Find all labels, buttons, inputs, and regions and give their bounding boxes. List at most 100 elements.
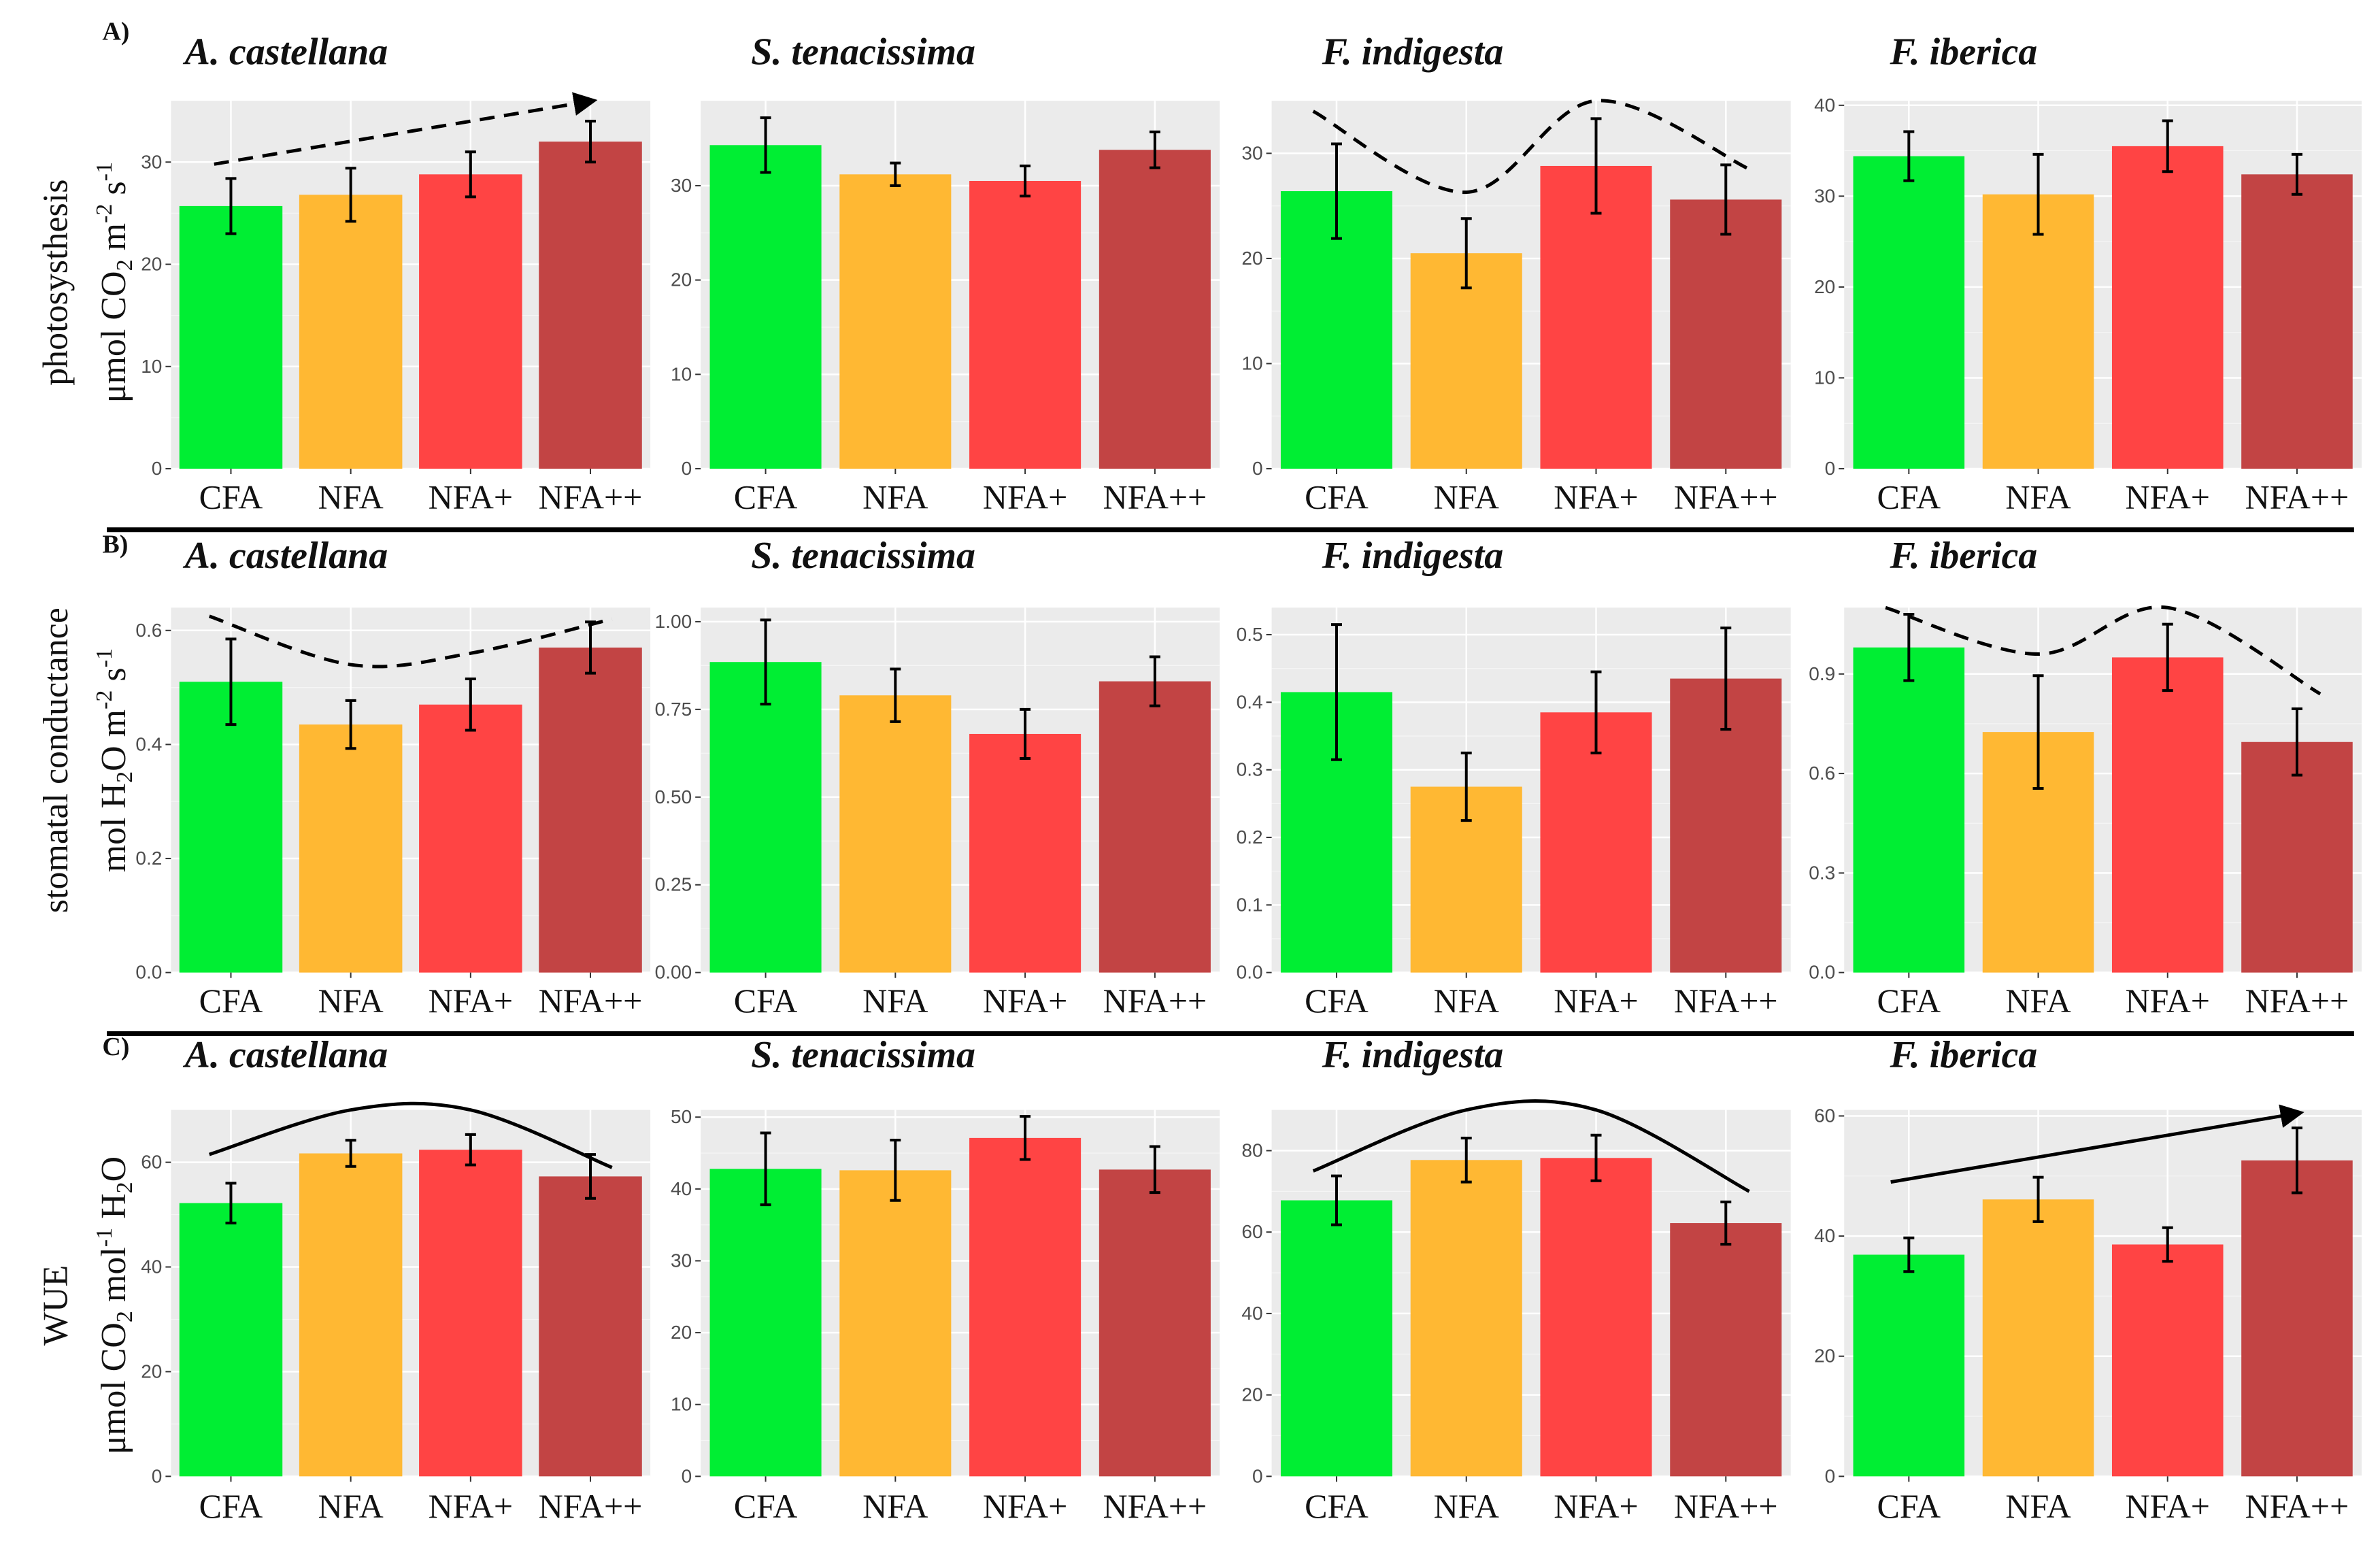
error-bar: [465, 678, 476, 732]
error-bar: [2162, 622, 2173, 692]
x-category-label: NFA: [2005, 982, 2071, 1020]
y-tick-label: 0.1: [1237, 894, 1263, 915]
y-tick-label: 20: [141, 1360, 162, 1382]
error-bar: [760, 116, 771, 174]
error-bar: [1149, 130, 1160, 169]
x-category-label: NFA+: [2125, 982, 2210, 1020]
error-bar: [1330, 623, 1342, 761]
y-tick-label: 0: [1252, 458, 1263, 479]
y-tick-label: 0.4: [135, 733, 162, 754]
y-tick-label: 0.0: [1809, 962, 1835, 983]
bar-nfa: [839, 695, 952, 973]
bar-nfap: [419, 704, 522, 973]
panel-1-1: 0.00 0.25 0.50 0.75 1.00 CFA NFA NFA+ NFA++ S. te…: [655, 535, 1220, 1020]
y-tick-label: 40: [141, 1256, 162, 1278]
x-category-label: NFA: [862, 982, 928, 1020]
row-ylabel-line1: photosysthesis: [37, 180, 76, 386]
error-bar: [225, 177, 237, 235]
panel-0-3: 0 10 20 30 40 CFA NFA NFA+ NFA++ F. iberica: [1814, 31, 2362, 516]
row-ylabel-part: O m: [95, 709, 133, 771]
bar-nfap: [419, 174, 522, 469]
y-tick-label: 0: [682, 458, 692, 479]
row-ylabel-part: s: [95, 181, 133, 203]
panel-2-3: 0 20 40 60 CFA NFA NFA+ NFA++ F. iberica: [1814, 1034, 2362, 1525]
trend-arrow: [214, 92, 598, 166]
y-tick-label: 30: [671, 175, 692, 196]
row-ylabel-line2: mol H2O m-2 s-1: [92, 648, 138, 872]
error-bar: [1020, 1115, 1031, 1161]
row-ylabel-part: μmol CO: [95, 1322, 133, 1454]
bar-nfap: [2111, 146, 2224, 469]
x-category-label: CFA: [1305, 478, 1369, 516]
row-ylabel-part: 2: [112, 1182, 137, 1193]
panel-label: B): [102, 530, 128, 558]
bar-nfap: [1540, 1158, 1652, 1477]
panel-title: S. tenacissima: [751, 31, 975, 73]
error-bar: [1720, 163, 1732, 236]
trend-curve: [208, 1101, 613, 1169]
row-ylabel-part: mol H: [95, 783, 133, 872]
y-tick-label: 0.6: [1809, 763, 1835, 784]
bar-nfapp: [2241, 1160, 2353, 1477]
x-category-label: NFA++: [1674, 478, 1778, 516]
error-bar: [890, 1139, 901, 1202]
error-bar: [2032, 674, 2044, 790]
row-ylabel-line2: μmol CO2 mol-1 H2O: [92, 1156, 138, 1454]
y-tick-label: 30: [1814, 185, 1835, 206]
row-ylabel-part: μmol CO: [95, 271, 133, 403]
x-category-label: NFA++: [1103, 478, 1207, 516]
x-category-label: NFA: [318, 478, 383, 516]
x-category-label: NFA: [1434, 478, 1499, 516]
x-category-label: NFA++: [2245, 478, 2349, 516]
panel-title: F. iberica: [1890, 1034, 2038, 1076]
row-ylabel-part: -2: [92, 690, 117, 709]
error-bar: [2032, 152, 2044, 236]
error-bar: [1460, 1136, 1472, 1184]
row-ylabel-part: s: [95, 667, 133, 690]
y-tick-label: 40: [1814, 1225, 1835, 1246]
error-bar: [1149, 1145, 1160, 1195]
error-bar: [1590, 1133, 1602, 1182]
panel-label: A): [102, 17, 129, 46]
y-tick-label: 30: [141, 151, 162, 172]
x-category-label: NFA++: [1674, 1487, 1778, 1525]
y-tick-label: 0: [1825, 1465, 1836, 1486]
y-tick-label: 60: [141, 1152, 162, 1173]
x-category-label: NFA: [862, 1487, 928, 1525]
trend-curve: [1312, 99, 1750, 195]
x-category-label: CFA: [199, 982, 263, 1020]
bar-nfap: [969, 733, 1082, 973]
error-bar: [2291, 1126, 2302, 1195]
y-tick-label: 60: [1241, 1221, 1262, 1242]
bar-cfa: [1853, 156, 1965, 469]
bar-cfa: [179, 1203, 283, 1477]
x-category-label: NFA: [1434, 982, 1499, 1020]
x-category-label: CFA: [1305, 1487, 1369, 1525]
bar-nfa: [839, 174, 952, 469]
row-ylabel-line2: μmol CO2 m-2 s-1: [92, 162, 138, 403]
panel-title: A. castellana: [183, 31, 388, 73]
x-category-label: CFA: [1305, 982, 1369, 1020]
trend-curve: [208, 614, 613, 669]
panel-title: A. castellana: [183, 1034, 388, 1076]
y-tick-label: 20: [1814, 276, 1835, 297]
bar-nfapp: [539, 647, 642, 973]
x-category-label: NFA++: [539, 1487, 643, 1525]
row-ylabel-line1: stomatal conductance: [37, 607, 76, 913]
bar-nfap: [969, 181, 1082, 469]
panel-title: F. indigesta: [1322, 31, 1504, 73]
y-tick-label: 0.3: [1809, 862, 1835, 883]
error-bar: [1720, 1200, 1732, 1246]
bar-cfa: [709, 1169, 822, 1477]
y-tick-label: 20: [1241, 248, 1262, 269]
panel-title: F. iberica: [1890, 31, 2038, 73]
y-tick-label: 0.2: [135, 848, 162, 869]
y-tick-label: 0: [152, 1465, 163, 1486]
x-category-label: NFA: [862, 478, 928, 516]
y-tick-label: 20: [671, 269, 692, 290]
x-category-label: CFA: [199, 1487, 263, 1525]
x-category-label: NFA: [318, 1487, 383, 1525]
row-ylabel-part: mol: [95, 1247, 133, 1311]
error-bar: [1020, 707, 1031, 761]
